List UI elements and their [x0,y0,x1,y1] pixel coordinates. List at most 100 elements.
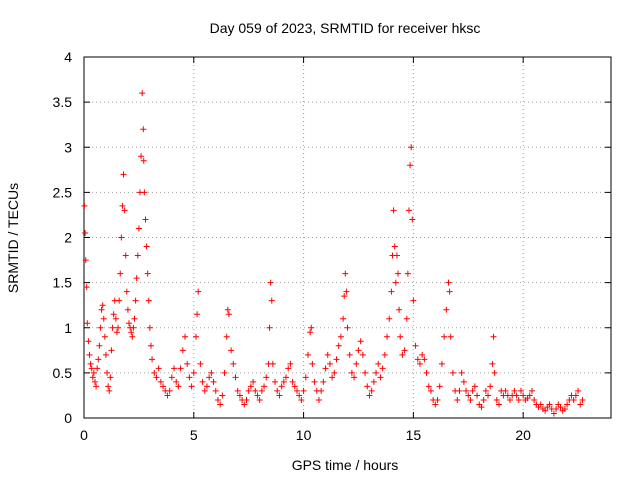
data-point [344,324,351,331]
data-point [188,383,195,390]
data-point [153,374,160,381]
data-point [405,207,412,214]
data-point [151,369,158,376]
y-tick-label: 1 [64,320,72,336]
data-point [214,396,221,403]
axis-ticks: 0 5 10 15 20 0 0.5 1 1.5 2 2.5 3 3.5 4 [53,49,611,443]
data-point [579,396,586,403]
x-tick-label: 20 [515,427,531,443]
data-point [96,342,103,349]
data-point [138,153,145,160]
data-point [241,401,248,408]
data-point [370,378,377,385]
data-point [401,347,408,354]
data-point [496,401,503,408]
data-point [291,383,298,390]
data-point [315,396,322,403]
data-point [122,252,129,259]
data-point [110,311,117,318]
data-point [168,374,175,381]
x-tick-label: 0 [80,427,88,443]
data-point [252,387,259,394]
data-point [454,396,461,403]
data-point [438,360,445,367]
data-point [124,306,131,313]
data-point [395,270,402,277]
data-point [192,333,199,340]
data-point [93,383,100,390]
data-point [157,378,164,385]
data-point [182,333,189,340]
data-point [308,324,315,331]
data-point [266,324,273,331]
data-point [166,387,173,394]
data-point [139,90,146,97]
data-point [447,333,454,340]
data-point [140,126,147,133]
y-tick-label: 3 [64,139,72,155]
data-point [410,297,417,304]
data-point [118,234,125,241]
data-point [526,392,533,399]
data-point [353,360,360,367]
data-point [267,279,274,286]
data-point [487,383,494,390]
data-point [419,351,426,358]
data-point [434,396,441,403]
data-point [121,207,128,214]
data-point [250,378,257,385]
data-point [293,387,300,394]
data-point [89,374,96,381]
data-point [577,401,584,408]
data-point [263,374,270,381]
data-point [88,365,95,372]
data-point [329,374,336,381]
y-tick-label: 3.5 [53,94,73,110]
data-point [343,288,350,295]
data-point [318,387,325,394]
data-point [142,216,149,223]
data-point [489,360,496,367]
data-point [195,288,202,295]
data-point [515,396,522,403]
data-point [144,270,151,277]
data-point [116,297,123,304]
data-point [106,387,113,394]
data-point [256,396,263,403]
data-point [298,396,305,403]
data-point [115,324,122,331]
data-point [197,360,204,367]
data-point [304,351,311,358]
data-point [399,351,406,358]
data-point [359,351,366,358]
data-point [561,405,568,412]
data-point [98,306,105,313]
data-point [425,383,432,390]
data-point [366,392,373,399]
data-point [254,392,261,399]
data-point [135,225,142,232]
data-point [384,333,391,340]
data-point [542,407,549,414]
data-point [307,329,314,336]
data-point [490,333,497,340]
data-point [423,369,430,376]
data-point [355,347,362,354]
data-point [269,360,276,367]
data-point [557,404,564,411]
y-tick-label: 0.5 [53,365,73,381]
data-point [379,365,386,372]
data-point [326,360,333,367]
data-point [117,270,124,277]
data-point [94,365,101,372]
data-point [283,374,290,381]
y-tick-label: 2.5 [53,184,73,200]
data-point [129,333,136,340]
data-point [109,324,116,331]
x-axis-label: GPS time / hours [292,457,399,473]
y-tick-label: 2 [64,230,72,246]
data-point [397,333,404,340]
data-point [171,365,178,372]
data-point [309,360,316,367]
data-point [194,311,201,318]
